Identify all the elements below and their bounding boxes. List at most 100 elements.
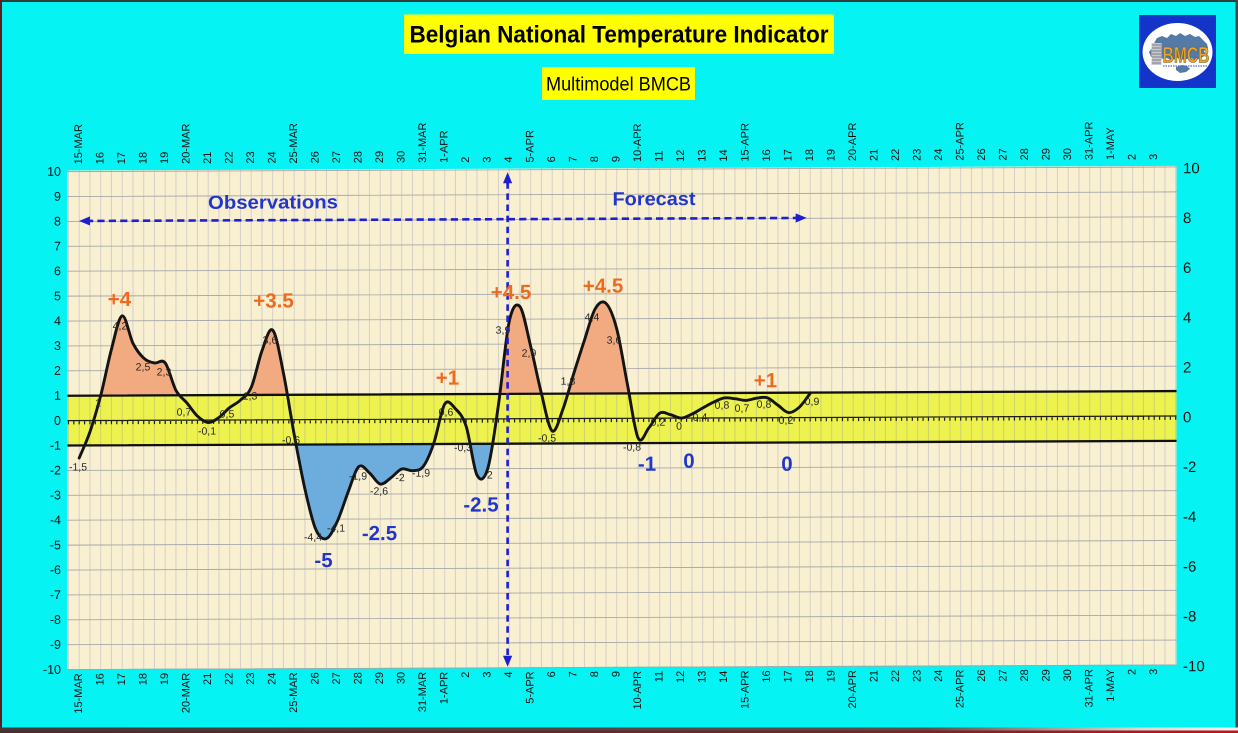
svg-text:26: 26 (976, 669, 988, 681)
svg-text:4: 4 (54, 314, 61, 328)
svg-text:15-APR: 15-APR (740, 670, 752, 709)
svg-text:1,8: 1,8 (561, 376, 576, 388)
svg-text:20-MAR: 20-MAR (181, 673, 193, 713)
svg-text:8: 8 (54, 214, 61, 228)
svg-text:20-APR: 20-APR (847, 670, 859, 709)
svg-text:3,6: 3,6 (263, 335, 278, 347)
svg-text:5: 5 (54, 289, 61, 303)
svg-text:BMCB: BMCB (1163, 43, 1210, 68)
svg-text:25-MAR: 25-MAR (288, 672, 300, 712)
svg-text:2: 2 (1127, 669, 1139, 675)
svg-text:9: 9 (611, 671, 623, 677)
svg-text:10: 10 (1183, 160, 1200, 177)
svg-text:0: 0 (54, 414, 61, 428)
svg-text:1: 1 (95, 397, 101, 409)
svg-text:31-MAR: 31-MAR (417, 123, 429, 163)
svg-text:+4.5: +4.5 (491, 281, 531, 304)
svg-text:2: 2 (460, 672, 472, 678)
svg-text:31-MAR: 31-MAR (417, 672, 429, 712)
svg-text:3,9: 3,9 (496, 325, 511, 337)
svg-text:27: 27 (998, 148, 1010, 160)
svg-text:-1,5: -1,5 (69, 461, 87, 473)
svg-text:14: 14 (718, 671, 730, 683)
svg-text:Multimodel BMCB: Multimodel BMCB (546, 75, 691, 96)
svg-text:30: 30 (396, 151, 408, 163)
svg-text:24: 24 (267, 672, 279, 684)
svg-text:18: 18 (138, 152, 150, 164)
svg-text:15-MAR: 15-MAR (73, 673, 85, 713)
svg-text:12: 12 (675, 671, 687, 683)
svg-text:-5: -5 (50, 538, 61, 552)
svg-text:1,3: 1,3 (243, 391, 258, 403)
svg-text:+1: +1 (754, 369, 777, 392)
svg-text:-10: -10 (43, 663, 61, 677)
svg-text:0,7: 0,7 (177, 407, 192, 419)
svg-text:0,4: 0,4 (693, 412, 708, 424)
svg-text:13: 13 (697, 671, 709, 683)
svg-text:11: 11 (654, 151, 666, 162)
svg-text:0,2: 0,2 (779, 415, 794, 427)
svg-text:0,8: 0,8 (757, 399, 772, 411)
svg-text:18: 18 (138, 673, 150, 685)
svg-text:3: 3 (1148, 154, 1160, 160)
svg-text:-4,1: -4,1 (327, 523, 345, 535)
svg-text:2,5: 2,5 (136, 361, 151, 373)
svg-text:4,2: 4,2 (113, 320, 128, 332)
svg-text:-7: -7 (50, 588, 61, 602)
svg-text:-5: -5 (314, 549, 332, 572)
svg-text:19: 19 (159, 673, 171, 685)
svg-text:0: 0 (676, 421, 682, 433)
svg-text:0: 0 (781, 453, 792, 476)
svg-text:0: 0 (1183, 409, 1191, 426)
svg-text:17: 17 (116, 152, 128, 164)
svg-text:4: 4 (503, 156, 515, 162)
svg-text:13: 13 (697, 149, 709, 161)
svg-text:5-APR: 5-APR (525, 130, 537, 163)
svg-text:23: 23 (245, 151, 257, 163)
svg-text:11: 11 (654, 671, 666, 682)
svg-text:6: 6 (54, 264, 61, 278)
svg-text:7: 7 (568, 671, 580, 677)
svg-text:7: 7 (568, 156, 580, 162)
svg-text:-0,6: -0,6 (282, 435, 300, 447)
svg-text:8: 8 (589, 671, 601, 677)
svg-text:1-APR: 1-APR (439, 672, 451, 705)
svg-text:28: 28 (353, 672, 365, 684)
svg-text:-0,3: -0,3 (454, 442, 472, 454)
svg-text:-6: -6 (1183, 559, 1196, 576)
svg-text:-2.5: -2.5 (463, 494, 498, 517)
svg-text:21: 21 (869, 149, 881, 161)
svg-text:25-APR: 25-APR (955, 670, 967, 709)
svg-text:22: 22 (890, 670, 902, 682)
svg-text:0,5: 0,5 (220, 409, 235, 421)
svg-text:16: 16 (95, 152, 107, 164)
svg-text:4: 4 (1183, 310, 1191, 327)
svg-text:6: 6 (546, 671, 558, 677)
svg-text:-0,1: -0,1 (198, 426, 216, 438)
svg-text:3: 3 (54, 339, 61, 353)
svg-text:Forecast: Forecast (613, 189, 697, 210)
svg-text:0,7: 0,7 (735, 403, 750, 415)
svg-text:27: 27 (331, 672, 343, 684)
svg-text:2: 2 (1183, 359, 1191, 376)
svg-text:-10: -10 (1183, 658, 1205, 675)
svg-text:2: 2 (1127, 154, 1139, 160)
svg-text:2: 2 (54, 364, 61, 378)
svg-text:+4.5: +4.5 (583, 275, 623, 298)
svg-text:-8: -8 (1183, 608, 1196, 625)
svg-text:+4: +4 (108, 288, 132, 311)
svg-text:-6: -6 (50, 563, 61, 577)
svg-text:10-APR: 10-APR (632, 123, 644, 162)
svg-text:21: 21 (869, 670, 881, 682)
svg-text:18: 18 (804, 670, 816, 682)
svg-text:14: 14 (718, 149, 730, 161)
svg-text:5-APR: 5-APR (525, 671, 537, 704)
svg-text:3,6: 3,6 (607, 335, 622, 347)
svg-text:-1,9: -1,9 (412, 468, 430, 480)
svg-text:-2.5: -2.5 (362, 522, 397, 545)
svg-text:16: 16 (761, 670, 773, 682)
svg-text:9: 9 (54, 190, 61, 204)
svg-text:0: 0 (683, 450, 694, 473)
svg-text:20-APR: 20-APR (847, 123, 859, 162)
svg-text:17: 17 (783, 670, 795, 682)
